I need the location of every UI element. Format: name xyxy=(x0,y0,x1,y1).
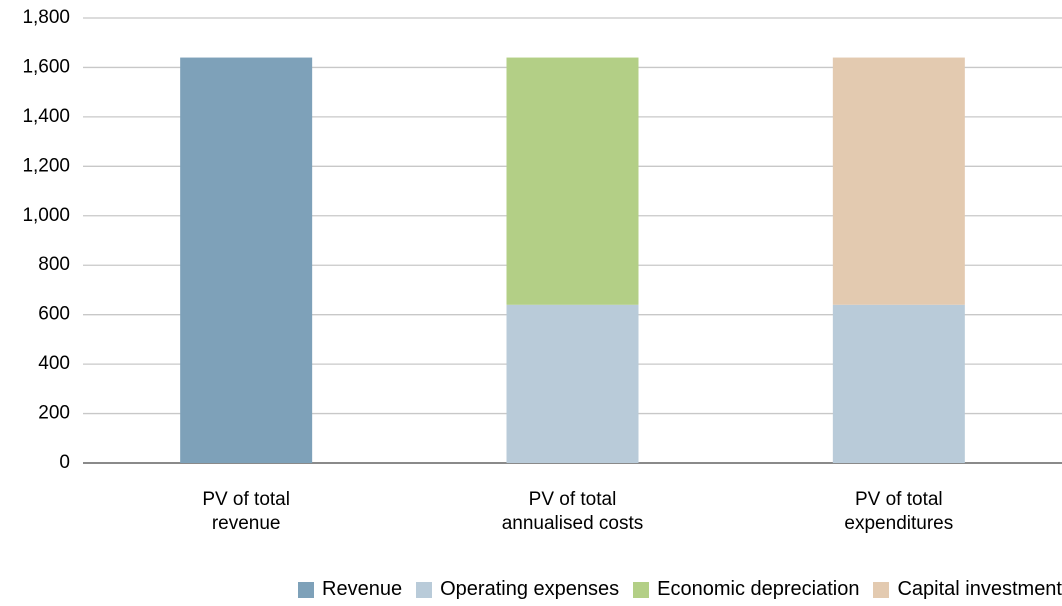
legend-swatch xyxy=(873,581,890,598)
bar-segment xyxy=(506,57,639,305)
y-tick-label: 1,000 xyxy=(22,205,70,226)
legend-label: Economic depreciation xyxy=(657,578,860,600)
legend-item: Operating expenses xyxy=(416,578,619,601)
bar-segment xyxy=(832,57,965,305)
bar-segment xyxy=(506,304,639,463)
x-tick-label: PV of total expenditures xyxy=(844,489,954,534)
y-tick-label: 1,800 xyxy=(22,7,70,28)
legend-item: Capital investment xyxy=(873,578,1062,601)
legend-item: Revenue xyxy=(298,578,402,601)
y-tick-label: 0 xyxy=(59,452,70,473)
legend-label: Operating expenses xyxy=(440,578,620,600)
y-tick-label: 200 xyxy=(38,403,70,424)
y-tick-label: 800 xyxy=(38,254,70,275)
legend-label: Capital investment xyxy=(897,578,1062,600)
y-tick-label: 600 xyxy=(38,304,70,325)
bar-segment xyxy=(832,304,965,463)
legend-swatch xyxy=(298,581,315,598)
legend-swatch xyxy=(633,581,650,598)
legend-swatch xyxy=(416,581,433,598)
x-tick-label: PV of total revenue xyxy=(202,489,290,534)
legend-item: Economic depreciation xyxy=(633,578,859,601)
legend-label: Revenue xyxy=(322,578,403,600)
y-tick-label: 1,600 xyxy=(22,56,70,77)
y-tick-label: 1,400 xyxy=(22,106,70,127)
y-tick-label: 1,200 xyxy=(22,155,70,176)
legend: Revenue Operating expenses Economic deprec… xyxy=(0,578,1062,601)
y-tick-label: 400 xyxy=(38,353,70,374)
bar-segment xyxy=(180,57,313,464)
x-tick-label: PV of total annualised costs xyxy=(501,489,644,534)
